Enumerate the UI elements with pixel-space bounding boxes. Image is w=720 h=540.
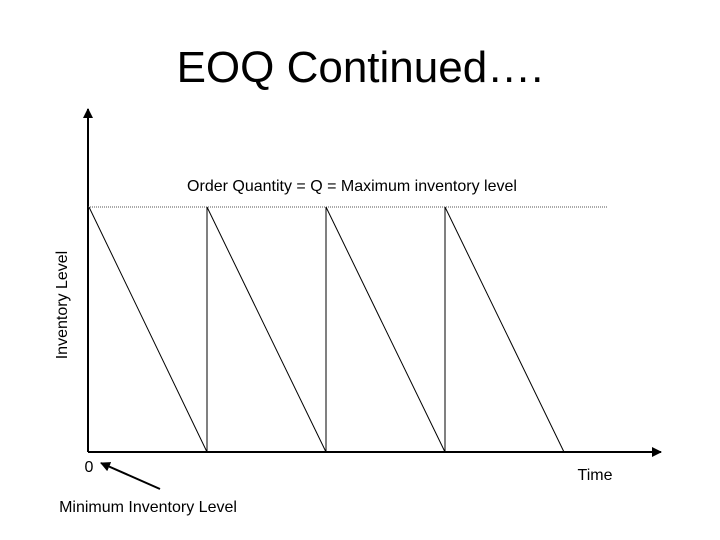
depletion-line-1 [88, 206, 208, 453]
x-axis-label: Time [578, 467, 613, 484]
y-axis-label: Inventory Level [54, 251, 71, 360]
max-level-label: Order Quantity = Q = Maximum inventory l… [187, 178, 517, 195]
depletion-line-4 [444, 206, 565, 453]
min-level-label: Minimum Inventory Level [59, 499, 237, 516]
origin-label: 0 [85, 459, 94, 476]
depletion-line-2 [206, 206, 327, 453]
sawtooth-profile [88, 206, 565, 453]
slide-title: EOQ Continued…. [176, 43, 544, 92]
min-level-pointer-arrow [100, 462, 161, 490]
depletion-line-3 [325, 206, 446, 453]
